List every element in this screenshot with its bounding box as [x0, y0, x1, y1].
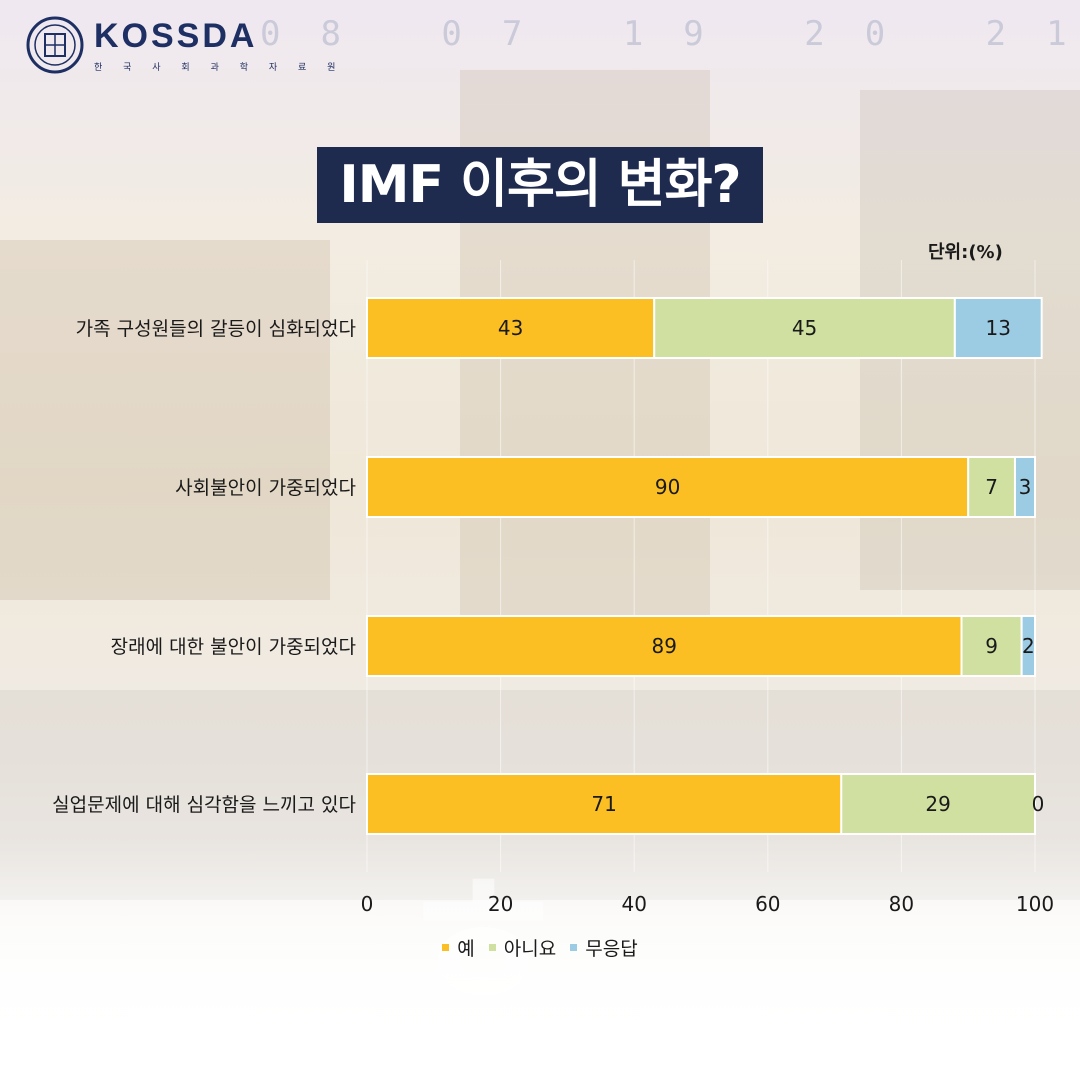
- data-label: 43: [498, 316, 523, 340]
- bar-yes: [366, 456, 970, 518]
- bar-yes: [366, 773, 843, 835]
- legend-item: 아니요: [488, 934, 557, 961]
- data-label: 7: [985, 475, 998, 499]
- legend-label: 예: [457, 938, 475, 960]
- brand-subtitle: 한 국 사 회 과 학 자 료 원: [94, 63, 345, 73]
- x-tick-label: 60: [755, 892, 780, 916]
- data-label: 13: [986, 316, 1011, 340]
- bar-no: [840, 773, 1037, 835]
- page-title: IMF 이후의 변화?: [317, 147, 763, 223]
- legend-item: 예: [442, 934, 475, 961]
- seal-icon: [26, 16, 84, 74]
- data-label: 71: [591, 792, 616, 816]
- x-tick-label: 40: [621, 892, 646, 916]
- data-label: 0: [1032, 792, 1045, 816]
- kossda-logo: KOSSDA 한 국 사 회 과 학 자 료 원: [26, 16, 344, 74]
- category-label: 실업문제에 대해 심각함을 느끼고 있다: [52, 794, 356, 816]
- x-tick-label: 100: [1016, 892, 1054, 916]
- legend-swatch: [488, 944, 496, 951]
- category-label: 가족 구성원들의 갈등이 심화되었다: [76, 318, 356, 340]
- bar-none: [1020, 615, 1037, 677]
- data-label: 89: [652, 634, 677, 658]
- bar-none: [953, 297, 1043, 359]
- bar-yes: [366, 615, 963, 677]
- legend-label: 아니요: [503, 938, 557, 960]
- data-label: 3: [1019, 475, 1032, 499]
- bar-none: [1013, 456, 1037, 518]
- x-tick-label: 80: [889, 892, 914, 916]
- data-label: 2: [1022, 634, 1035, 658]
- legend-swatch: [570, 944, 578, 951]
- data-label: 29: [925, 792, 950, 816]
- legend-item: 무응답: [570, 934, 638, 961]
- brand-name: KOSSDA: [94, 17, 258, 55]
- bar-no: [960, 615, 1023, 677]
- data-label: 90: [655, 475, 680, 499]
- x-tick-label: 0: [361, 892, 374, 916]
- category-label: 사회불안이 가중되었다: [175, 477, 356, 499]
- legend-swatch: [442, 944, 450, 951]
- data-label: 45: [792, 316, 817, 340]
- legend-label: 무응답: [585, 938, 638, 960]
- chart-legend: 예 아니요 무응답: [0, 934, 1080, 961]
- x-tick-label: 20: [488, 892, 513, 916]
- category-label: 장래에 대한 불안이 가중되었다: [111, 636, 356, 658]
- data-label: 9: [985, 634, 998, 658]
- bar-no: [653, 297, 956, 359]
- unit-label: 단위:(%): [928, 242, 1003, 263]
